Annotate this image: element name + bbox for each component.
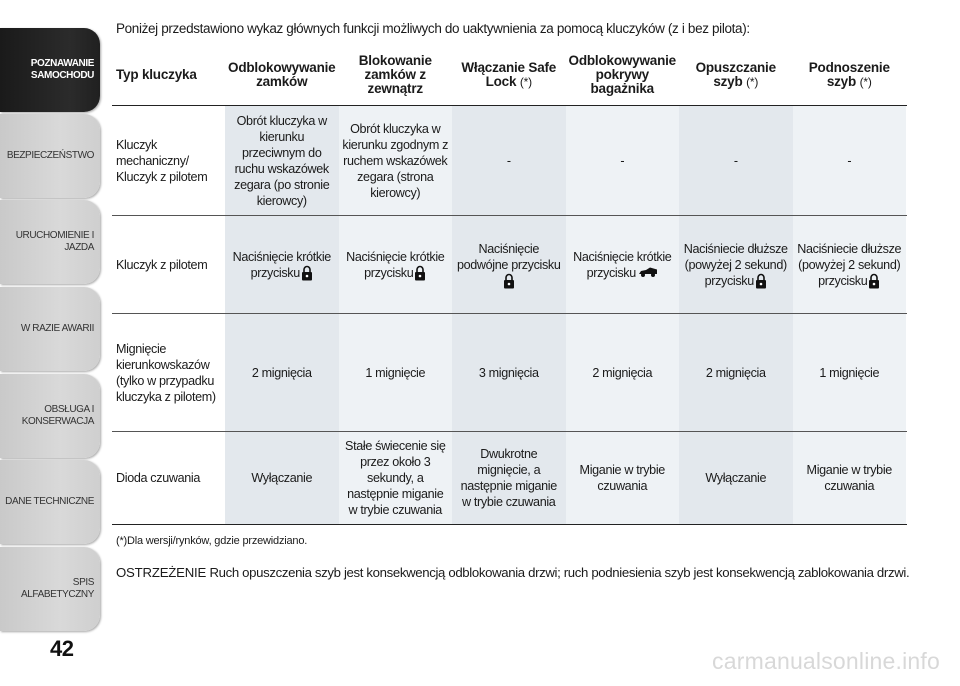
table-cell: 3 mignięcia — [452, 314, 566, 431]
row-label: Dioda czuwania — [116, 471, 201, 485]
table-cell: 1 mignięcie — [792, 314, 906, 431]
table-cell: 2 mignięcia — [565, 314, 679, 431]
table-cell: Naciśnięcie krótkie przycisku — [225, 216, 339, 313]
row-label: Kluczyk mechaniczny/ Kluczyk z pilotem — [116, 137, 208, 184]
lock-icon — [755, 273, 766, 288]
table-cell: Naciśnięcie krótkie przycisku — [338, 216, 452, 313]
table-cell: Wyłączanie — [225, 432, 339, 524]
table-cell: - — [565, 106, 679, 215]
table-cell: - — [452, 106, 566, 215]
tab-uruchomienie-i-jazda[interactable]: URUCHOMIENIE I JAZDA — [0, 200, 100, 284]
table-cell: - — [679, 106, 793, 215]
tab-dane-techniczne[interactable]: DANE TECHNICZNE — [0, 460, 100, 544]
chapter-sidebar: POZNAWANIE SAMOCHODU BEZPIECZEŃSTWO URUC… — [0, 0, 100, 686]
table-cell: - — [792, 106, 906, 215]
lock-icon — [301, 265, 312, 280]
key-functions-table: Typ kluczyka Odblokowywanie zamków Bloko… — [112, 44, 907, 525]
lock-icon — [415, 265, 426, 280]
table-cell: Stałe świecenie się przez około 3 sekund… — [338, 432, 452, 524]
lock-icon — [869, 273, 880, 288]
warning-text: OSTRZEŻENIE Ruch opuszczenia szyb jest k… — [116, 565, 916, 580]
table-cell: Dwukrotne mignięcie, a następnie miganie… — [452, 432, 566, 524]
table-cell: Miganie w trybie czuwania — [565, 432, 679, 524]
table-row: Mignięcie kierunkowskazów (tylko w przyp… — [112, 314, 907, 432]
header-unlock-doors: Odblokowywanie zamków — [228, 59, 336, 89]
row-label: Mignięcie kierunkowskazów (tylko w przyp… — [116, 341, 216, 404]
table-cell: Obrót kluczyka w kierunku zgodnym z ruch… — [338, 106, 452, 215]
header-lock-doors: Blokowanie zamków z zewnątrz — [358, 52, 432, 96]
table-row: Kluczyk z pilotem Naciśnięcie krótkie pr… — [112, 216, 907, 314]
table-row: Dioda czuwania Wyłączanie Stałe świeceni… — [112, 432, 907, 525]
table-cell: Wyłączanie — [679, 432, 793, 524]
warning-body: Ruch opuszczenia szyb jest konsekwencją … — [209, 565, 910, 580]
header-unlock-trunk: Odblokowywanie pokrywy bagażnika — [568, 52, 677, 96]
header-raise-windows: Podnoszenie szyb (*) — [808, 59, 890, 89]
page-number: 42 — [50, 636, 74, 661]
header-lower-windows: Opuszczanie szyb (*) — [695, 59, 777, 89]
header-key-type: Typ kluczyka — [116, 66, 197, 82]
row-label: Kluczyk z pilotem — [116, 257, 208, 272]
table-cell: Obrót kluczyka w kierunku przeciwnym do … — [225, 106, 339, 215]
table-cell: Miganie w trybie czuwania — [792, 432, 906, 524]
table-cell: 2 mignięcia — [679, 314, 793, 431]
trunk-car-icon — [638, 267, 657, 277]
table-cell: Naciśnięcie krótkie przycisku — [565, 216, 679, 313]
table-row: Kluczyk mechaniczny/ Kluczyk z pilotem O… — [112, 106, 907, 216]
lock-icon — [504, 273, 515, 288]
tab-bezpieczenstwo[interactable]: BEZPIECZEŃSTWO — [0, 114, 100, 198]
table-cell: Naciśniecie dłuższe (powyżej 2 sekund) p… — [679, 216, 793, 313]
tab-w-razie-awarii[interactable]: W RAZIE AWARII — [0, 287, 100, 371]
tab-spis-alfabetyczny[interactable]: SPIS ALFABETYCZNY — [0, 547, 100, 631]
tab-obsluga-i-konserwacja[interactable]: OBSŁUGA I KONSERWACJA — [0, 374, 100, 458]
table-cell: 1 mignięcie — [338, 314, 452, 431]
intro-text: Poniżej przedstawiono wykaz głównych fun… — [116, 21, 750, 36]
table-header-row: Typ kluczyka Odblokowywanie zamków Bloko… — [112, 44, 907, 106]
tab-poznawanie-samochodu[interactable]: POZNAWANIE SAMOCHODU — [0, 28, 100, 112]
table-cell: Naciśnięcie podwójne przycisku — [452, 216, 566, 313]
table-cell: Naciśniecie dłuższe (powyżej 2 sekund) p… — [792, 216, 906, 313]
footnote: (*)Dla wersji/rynków, gdzie przewidziano… — [116, 535, 308, 547]
header-safe-lock: Włączanie Safe Lock (*) — [461, 59, 557, 89]
table-cell: 2 mignięcia — [225, 314, 339, 431]
warning-keyword: OSTRZEŻENIE — [116, 565, 207, 580]
watermark: carmanualsonline.info — [712, 648, 940, 674]
